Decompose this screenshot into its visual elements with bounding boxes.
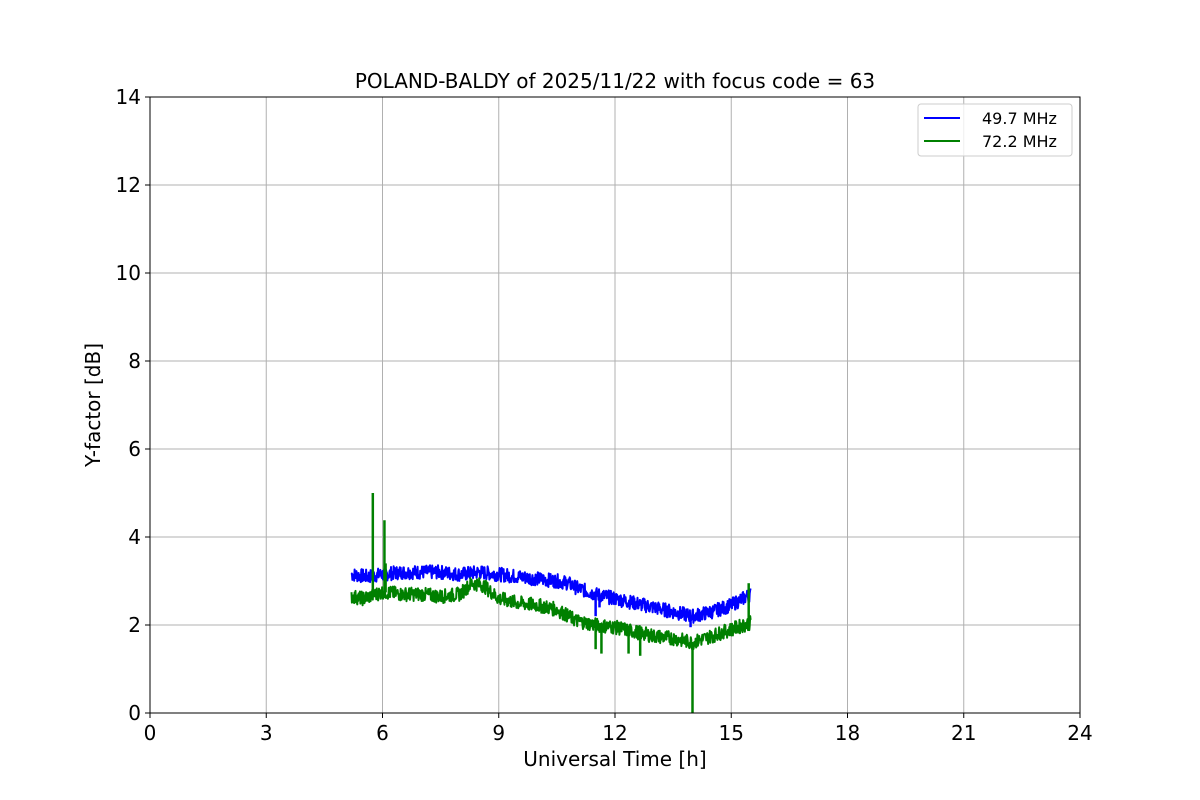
- series-line: [350, 577, 752, 651]
- y-axis-label: Y-factor [dB]: [81, 343, 105, 468]
- series-line: [350, 564, 752, 624]
- x-axis-label: Universal Time [h]: [523, 747, 706, 771]
- x-tick-label: 9: [492, 721, 505, 745]
- x-tick-label: 3: [260, 721, 273, 745]
- y-tick-label: 4: [128, 525, 141, 549]
- x-tick-label: 0: [144, 721, 157, 745]
- y-tick-label: 6: [128, 437, 141, 461]
- y-axis: 0 2 4 6 8 10 12 14: [116, 85, 150, 725]
- y-tick-label: 14: [116, 85, 141, 109]
- legend-entry: 49.7 MHz: [982, 109, 1057, 128]
- legend-entry: 72.2 MHz: [982, 132, 1057, 151]
- x-tick-label: 6: [376, 721, 389, 745]
- series-layer: [350, 493, 752, 713]
- y-tick-label: 8: [128, 349, 141, 373]
- y-tick-label: 10: [116, 261, 141, 285]
- x-tick-label: 18: [835, 721, 860, 745]
- x-tick-label: 15: [719, 721, 744, 745]
- series-1: [350, 493, 752, 713]
- legend: 49.7 MHz 72.2 MHz: [917, 103, 1073, 157]
- x-tick-label: 21: [951, 721, 976, 745]
- x-axis: 0 3 6 9 12 15 18 21 24: [144, 713, 1093, 745]
- y-tick-label: 2: [128, 613, 141, 637]
- y-tick-label: 12: [116, 173, 141, 197]
- x-tick-label: 12: [602, 721, 627, 745]
- x-tick-label: 24: [1067, 721, 1092, 745]
- y-tick-label: 0: [128, 701, 141, 725]
- chart-title: POLAND-BALDY of 2025/11/22 with focus co…: [355, 69, 875, 93]
